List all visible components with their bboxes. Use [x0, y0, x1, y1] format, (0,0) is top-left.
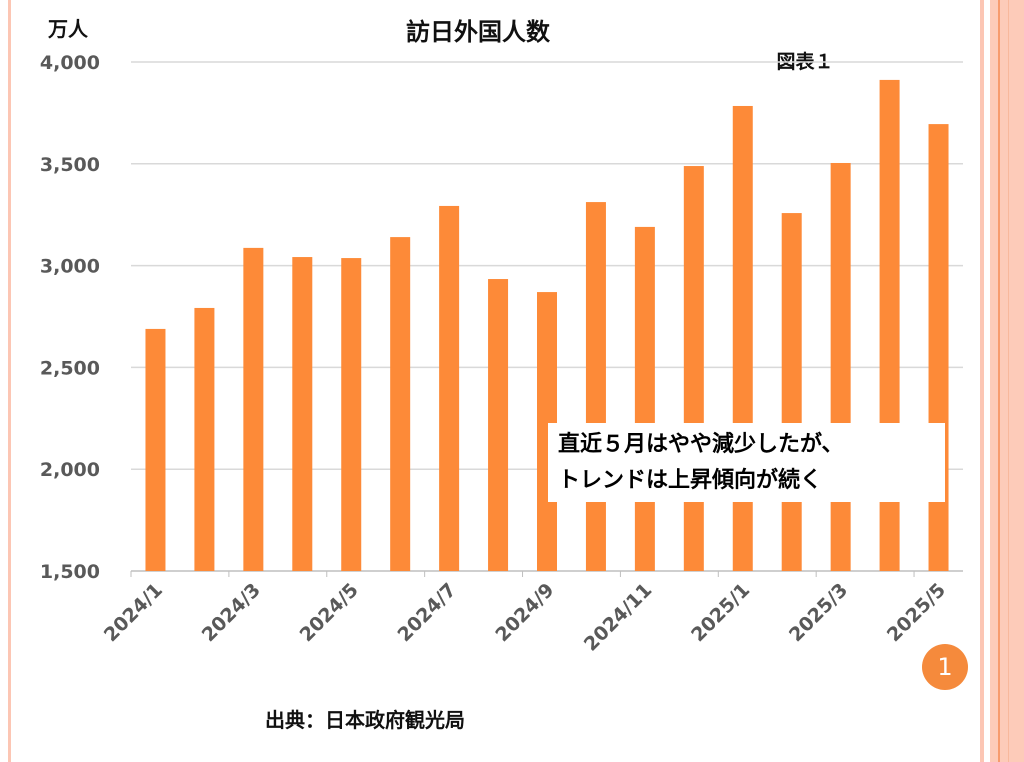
- bar-2025/3: [830, 162, 851, 571]
- bar-2024/3: [243, 247, 264, 572]
- y-tick-label: 2,500: [40, 357, 100, 379]
- bar-2024/5: [341, 258, 362, 571]
- y-tick-label: 2,000: [40, 459, 100, 481]
- bar-2025/5: [928, 124, 949, 572]
- x-tick-label: 2024/7: [393, 579, 460, 646]
- bar-2024/4: [292, 257, 313, 571]
- x-tick-label: 2024/3: [198, 579, 265, 646]
- y-tick-label: 3,500: [40, 154, 100, 176]
- chart-title: 訪日外国人数: [406, 18, 551, 46]
- x-tick-label: 2024/1: [100, 579, 167, 646]
- bar-2024/11: [634, 226, 655, 571]
- right-border-stripe: [980, 0, 984, 762]
- annotation-line-2: トレンドは上昇傾向が続く: [558, 468, 823, 493]
- y-tick-label: 4,000: [40, 52, 100, 74]
- y-axis-unit: 万人: [47, 17, 89, 41]
- bar-2024/12: [683, 166, 704, 571]
- x-tick-label: 2025/5: [883, 579, 950, 646]
- annotation-box: 直近５月はやや減少したが、 トレンドは上昇傾向が続く: [548, 423, 945, 502]
- x-tick-label: 2024/9: [491, 579, 558, 646]
- right-border-line-faint: [1008, 0, 1009, 762]
- bar-2024/10: [585, 202, 606, 572]
- y-tick-label: 3,000: [40, 256, 100, 278]
- x-tick-label: 2024/5: [296, 579, 363, 646]
- right-border-line: [998, 0, 1000, 762]
- annotation-line-1: 直近５月はやや減少したが、: [558, 432, 844, 457]
- bar-2024/6: [390, 237, 411, 571]
- page-badge: 1: [922, 644, 968, 690]
- x-tick-label: 2024/11: [580, 579, 657, 656]
- bar-2024/1: [145, 328, 166, 571]
- x-tick-label: 2025/3: [785, 579, 852, 646]
- source-label: 出典：日本政府観光局: [265, 708, 465, 732]
- right-border-band: [990, 0, 1024, 762]
- bar-2024/7: [439, 205, 460, 572]
- y-tick-label: 1,500: [40, 561, 100, 583]
- bar-2024/2: [194, 307, 215, 571]
- bar-2025/2: [781, 213, 802, 571]
- x-tick-label: 2025/1: [687, 579, 754, 646]
- left-border-stripe: [8, 0, 11, 762]
- bar-2024/8: [488, 279, 509, 571]
